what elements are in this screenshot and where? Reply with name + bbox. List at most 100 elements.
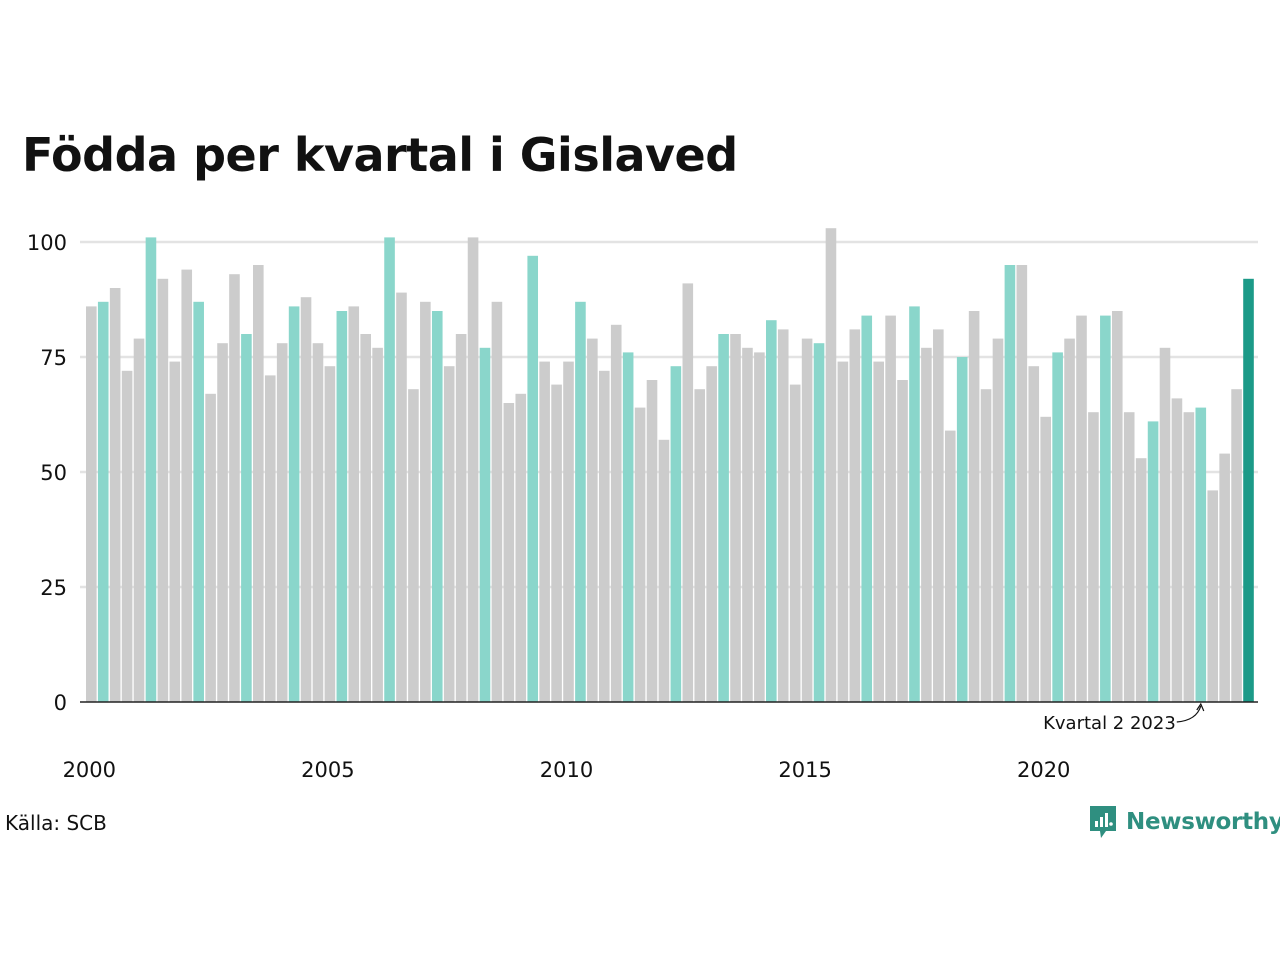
- bar: [742, 347, 753, 702]
- bar: [1100, 315, 1111, 702]
- bar: [766, 320, 777, 702]
- bar: [1135, 458, 1147, 702]
- bar: [276, 343, 288, 702]
- bar: [1243, 278, 1254, 702]
- bar: [431, 311, 443, 702]
- bar: [682, 283, 694, 702]
- bar: [1052, 352, 1063, 702]
- bar: [491, 301, 503, 702]
- x-tick-label: 2015: [778, 758, 831, 782]
- bar: [598, 370, 610, 702]
- y-tick-label: 50: [40, 461, 67, 485]
- bar: [587, 338, 598, 702]
- bar: [610, 324, 622, 702]
- bar: [145, 237, 157, 702]
- annotation: Kvartal 2 2023: [1043, 702, 1205, 734]
- bar: [1171, 398, 1183, 702]
- bar: [1207, 490, 1219, 702]
- bar: [443, 366, 455, 702]
- bar: [324, 366, 336, 702]
- x-tick-label: 2020: [1017, 758, 1070, 782]
- bar: [348, 306, 360, 702]
- annotation-label: Kvartal 2 2023: [1043, 713, 1176, 734]
- axes: 0 25 50 75 100 2000 2005 2010 2015 2020: [27, 231, 1258, 782]
- bar: [1076, 315, 1087, 702]
- bar: [861, 315, 873, 702]
- bar: [1028, 366, 1040, 702]
- bar: [515, 393, 527, 702]
- bar: [634, 407, 646, 702]
- bar: [897, 380, 908, 702]
- bar: [336, 311, 348, 702]
- bar: [420, 301, 431, 702]
- bar: [754, 352, 765, 702]
- brand-logo[interactable]: Newsworthy: [1088, 804, 1280, 840]
- y-tick-label: 25: [40, 576, 67, 600]
- bar: [1147, 421, 1159, 702]
- bar: [312, 343, 324, 702]
- bar: [801, 338, 813, 702]
- bar: [384, 237, 395, 702]
- bar: [658, 439, 670, 702]
- bar: [1231, 389, 1242, 702]
- bar: [813, 343, 825, 702]
- annotation-arrow: [1176, 705, 1202, 723]
- bar: [193, 301, 204, 702]
- bar: [777, 329, 789, 702]
- bar: [944, 430, 956, 702]
- bar: [479, 347, 491, 702]
- bar: [837, 361, 849, 702]
- bar: [181, 269, 193, 702]
- bar: [86, 306, 97, 702]
- brand-name: Newsworthy: [1126, 809, 1280, 835]
- bar: [921, 347, 932, 702]
- y-tick-label: 75: [40, 346, 67, 370]
- bar: [396, 292, 407, 702]
- bar: [563, 361, 574, 702]
- bar: [956, 357, 968, 702]
- bar: [1159, 347, 1171, 702]
- bar: [527, 255, 539, 703]
- bar: [205, 393, 216, 702]
- bar: [288, 306, 300, 702]
- bar: [575, 301, 586, 702]
- bar: [217, 343, 228, 702]
- bar: [909, 306, 920, 702]
- bar: [1040, 416, 1051, 702]
- bar: [849, 329, 861, 702]
- bar: [1064, 338, 1075, 702]
- bar: [253, 265, 264, 702]
- bar: [980, 389, 992, 702]
- bars: [86, 228, 1254, 703]
- bar: [300, 297, 312, 702]
- x-tick-label: 2010: [540, 758, 593, 782]
- bar: [646, 380, 658, 702]
- bar: [622, 352, 634, 702]
- newsworthy-logo-icon: [1090, 806, 1116, 838]
- bar: [694, 389, 706, 702]
- bar: [241, 334, 252, 702]
- bar: [1088, 412, 1099, 702]
- bar: [730, 334, 741, 702]
- bar: [97, 301, 109, 702]
- y-tick-label: 100: [27, 231, 67, 255]
- annotation-arrowhead: [1196, 702, 1205, 712]
- source-note: Källa: SCB: [5, 811, 107, 835]
- bar: [1123, 412, 1135, 702]
- bar: [1219, 453, 1230, 702]
- bar: [933, 329, 944, 702]
- bar: [157, 278, 169, 702]
- bar: [789, 384, 801, 702]
- bar: [968, 311, 980, 702]
- chart-title: Födda per kvartal i Gislaved: [22, 128, 738, 182]
- bar: [455, 334, 467, 702]
- bar: [229, 274, 240, 702]
- bar: [825, 228, 837, 702]
- bar: [109, 288, 121, 702]
- bar: [121, 370, 133, 702]
- bar: [1195, 407, 1207, 702]
- bar: [873, 361, 884, 702]
- bar: [670, 366, 682, 702]
- bar: [885, 315, 896, 702]
- bar: [467, 237, 479, 702]
